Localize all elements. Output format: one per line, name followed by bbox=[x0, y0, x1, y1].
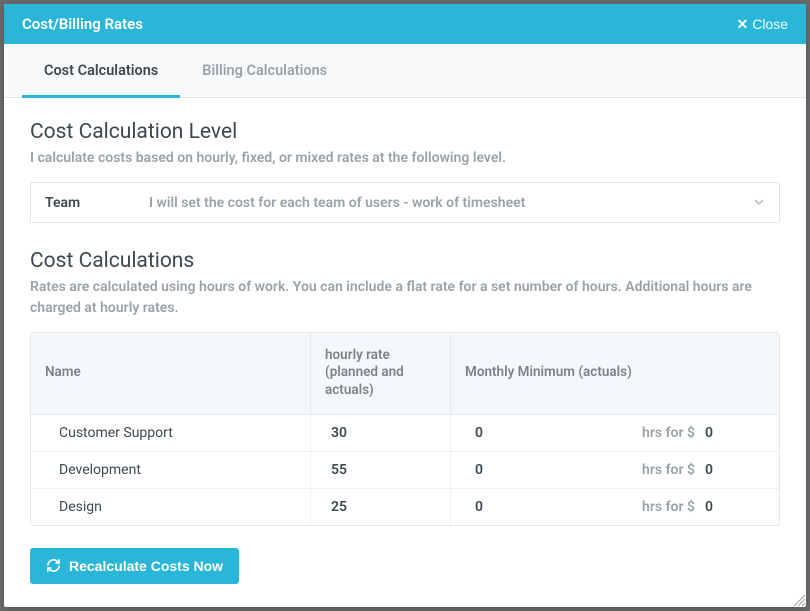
resize-grip-icon[interactable] bbox=[790, 591, 806, 607]
close-label: Close bbox=[752, 16, 788, 32]
level-select-value: Team bbox=[45, 195, 149, 211]
table-row: Design 25 0 hrs for $ 0 bbox=[31, 489, 779, 525]
calc-title: Cost Calculations bbox=[30, 249, 780, 273]
modal-header: Cost/Billing Rates ✕ Close bbox=[4, 4, 806, 44]
close-button[interactable]: ✕ Close bbox=[736, 16, 788, 33]
modal-body: Cost Calculation Level I calculate costs… bbox=[4, 98, 806, 607]
row-name: Development bbox=[31, 452, 311, 488]
row-rate[interactable]: 55 bbox=[311, 452, 451, 488]
min-hours[interactable]: 0 bbox=[465, 462, 525, 478]
row-rate[interactable]: 25 bbox=[311, 489, 451, 525]
level-select-description: I will set the cost for each team of use… bbox=[149, 195, 753, 211]
cost-billing-modal: Cost/Billing Rates ✕ Close Cost Calculat… bbox=[4, 4, 806, 607]
table-header: Name hourly rate (planned and actuals) M… bbox=[31, 333, 779, 415]
row-name: Customer Support bbox=[31, 415, 311, 451]
hrs-for-label: hrs for $ bbox=[525, 425, 705, 441]
table-row: Development 55 0 hrs for $ 0 bbox=[31, 452, 779, 489]
rates-table: Name hourly rate (planned and actuals) M… bbox=[30, 332, 780, 526]
level-title: Cost Calculation Level bbox=[30, 120, 780, 144]
tab-cost-calculations[interactable]: Cost Calculations bbox=[22, 44, 180, 98]
calc-subtitle: Rates are calculated using hours of work… bbox=[30, 277, 780, 318]
min-hours[interactable]: 0 bbox=[465, 425, 525, 441]
tab-billing-calculations[interactable]: Billing Calculations bbox=[180, 44, 349, 98]
row-minimum: 0 hrs for $ 0 bbox=[451, 452, 779, 488]
refresh-icon bbox=[46, 558, 61, 573]
row-minimum: 0 hrs for $ 0 bbox=[451, 415, 779, 451]
row-rate[interactable]: 30 bbox=[311, 415, 451, 451]
table-row: Customer Support 30 0 hrs for $ 0 bbox=[31, 415, 779, 452]
min-amount[interactable]: 0 bbox=[705, 462, 765, 478]
col-rate: hourly rate (planned and actuals) bbox=[311, 333, 451, 414]
col-minimum: Monthly Minimum (actuals) bbox=[451, 333, 779, 414]
min-hours[interactable]: 0 bbox=[465, 499, 525, 515]
level-select[interactable]: Team I will set the cost for each team o… bbox=[30, 182, 780, 223]
tab-bar: Cost Calculations Billing Calculations bbox=[4, 44, 806, 98]
hrs-for-label: hrs for $ bbox=[525, 499, 705, 515]
min-amount[interactable]: 0 bbox=[705, 425, 765, 441]
min-amount[interactable]: 0 bbox=[705, 499, 765, 515]
chevron-down-icon bbox=[753, 193, 765, 212]
recalculate-label: Recalculate Costs Now bbox=[69, 558, 223, 574]
level-subtitle: I calculate costs based on hourly, fixed… bbox=[30, 148, 780, 168]
row-minimum: 0 hrs for $ 0 bbox=[451, 489, 779, 525]
row-name: Design bbox=[31, 489, 311, 525]
modal-title: Cost/Billing Rates bbox=[22, 15, 143, 33]
recalculate-button[interactable]: Recalculate Costs Now bbox=[30, 548, 239, 584]
hrs-for-label: hrs for $ bbox=[525, 462, 705, 478]
close-icon: ✕ bbox=[736, 16, 748, 33]
col-name: Name bbox=[31, 333, 311, 414]
